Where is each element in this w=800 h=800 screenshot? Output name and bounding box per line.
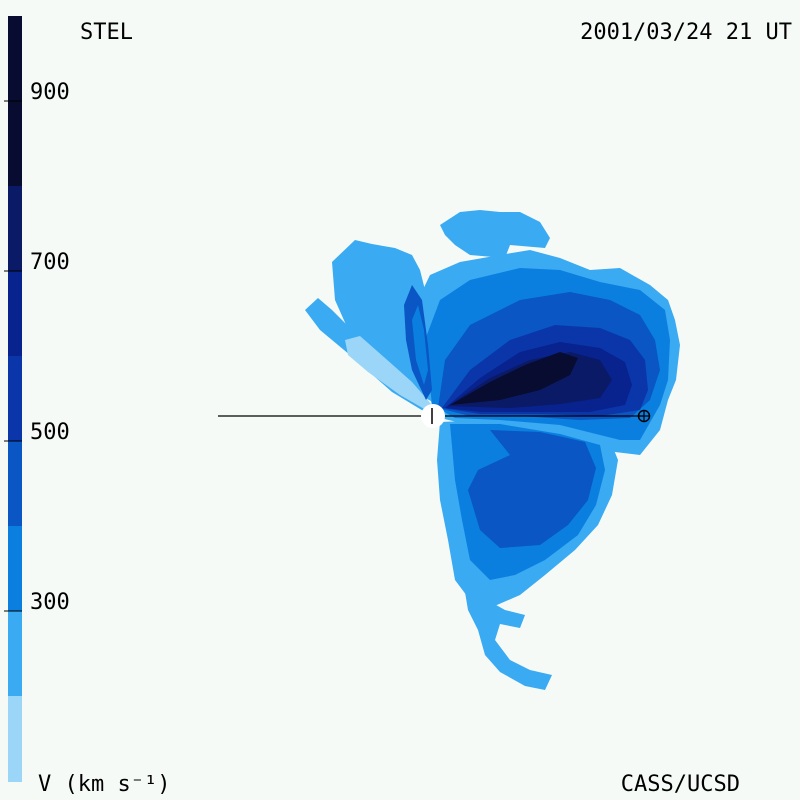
- pale-ray: [345, 336, 432, 410]
- colorbar-label-300: 300: [30, 590, 70, 615]
- colorbar-segment-8: [8, 696, 22, 782]
- datetime-label: 2001/03/24 21 UT: [580, 20, 792, 45]
- upper-lobe: [418, 250, 680, 455]
- lower-lobe: [437, 420, 618, 608]
- instrument-label: STEL: [80, 20, 133, 45]
- colorbar-label-700: 700: [30, 250, 70, 275]
- colorbar-segment-5: [8, 441, 22, 527]
- sun-disk: [421, 404, 445, 428]
- colorbar-segment-2: [8, 186, 22, 272]
- earth-marker-icon: [637, 409, 651, 423]
- left-band-inner: [412, 305, 428, 385]
- colorbar-segment-6: [8, 526, 22, 612]
- credit-label: CASS/UCSD: [620, 772, 740, 797]
- colorbar-segment-3: [8, 271, 22, 357]
- colorbar: [4, 16, 22, 782]
- colorbar-segment-7: [8, 611, 22, 697]
- colorbar-label-900: 900: [30, 80, 70, 105]
- unit-label: V (km s⁻¹): [38, 772, 171, 797]
- colorbar-label-500: 500: [30, 420, 70, 445]
- colorbar-segment-4: [8, 356, 22, 442]
